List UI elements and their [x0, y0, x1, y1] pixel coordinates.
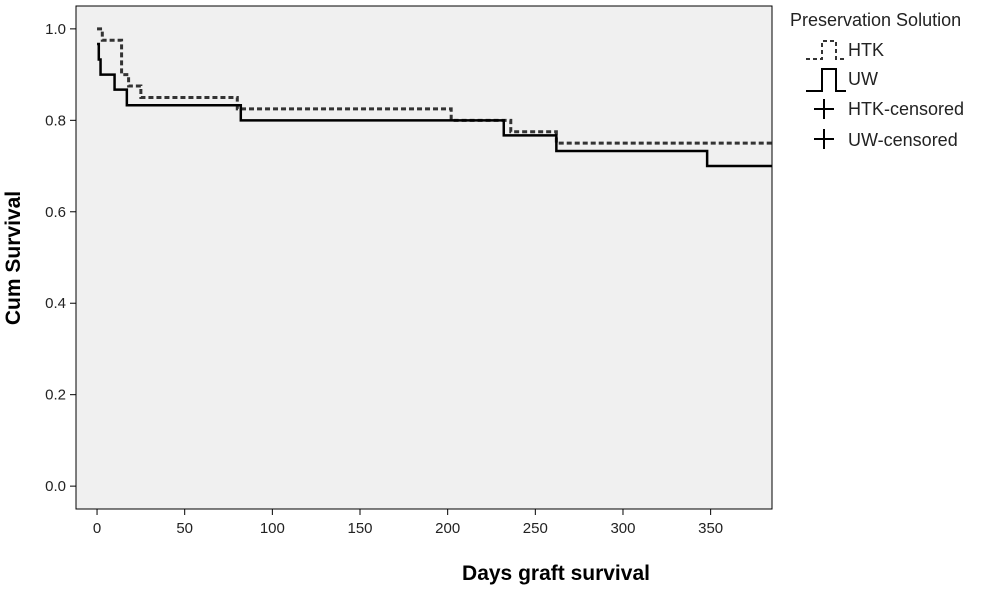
x-tick-label: 250 — [523, 520, 548, 537]
legend-uw-censored-label: UW-censored — [848, 130, 958, 150]
legend-htk-swatch — [806, 40, 846, 60]
htk-survival-line — [97, 27, 772, 145]
x-tick-label: 350 — [698, 520, 723, 537]
legend-htk-label: HTK — [848, 40, 884, 60]
legend-uw-swatch — [806, 68, 846, 92]
y-tick-label: 0.0 — [45, 478, 66, 495]
survival-curves — [97, 27, 772, 168]
x-tick-label: 100 — [260, 520, 285, 537]
y-tick-label: 1.0 — [45, 21, 66, 38]
y-tick-label: 0.4 — [45, 295, 66, 312]
x-tick-label: 300 — [610, 520, 635, 537]
x-axis: 0 50 100 150 200 250 300 350 — [93, 509, 723, 537]
y-tick-label: 0.2 — [45, 387, 66, 404]
uw-survival-line — [97, 42, 772, 168]
y-axis: 0.0 0.2 0.4 0.6 0.8 1.0 — [45, 21, 76, 495]
legend-htk-censored-label: HTK-censored — [848, 99, 964, 119]
x-tick-label: 0 — [93, 520, 101, 537]
legend: Preservation Solution HTK UW HTK-censore… — [790, 10, 964, 150]
y-axis-title: Cum Survival — [2, 191, 25, 325]
legend-uw-label: UW — [848, 69, 878, 89]
y-tick-label: 0.8 — [45, 112, 66, 129]
x-tick-label: 200 — [435, 520, 460, 537]
legend-htk-censored-marker — [814, 99, 834, 119]
x-tick-label: 150 — [347, 520, 372, 537]
plot-area — [75, 5, 773, 510]
legend-title: Preservation Solution — [790, 10, 961, 30]
y-tick-label: 0.6 — [45, 204, 66, 221]
x-tick-label: 50 — [176, 520, 193, 537]
x-axis-title: Days graft survival — [462, 562, 650, 585]
legend-uw-censored-marker — [814, 129, 834, 149]
